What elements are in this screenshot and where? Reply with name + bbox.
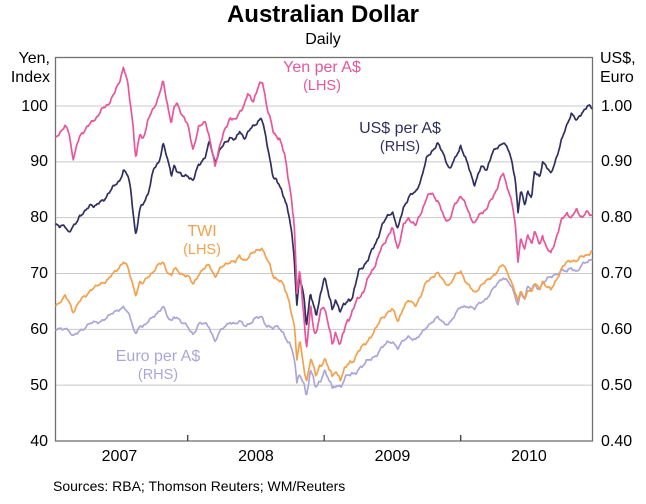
series-label-twi-line2: (LHS) <box>183 242 221 258</box>
series-label-euro-per-aud: Euro per A$ (RHS) <box>83 348 233 384</box>
right-axis-unit-line1: US$, <box>600 50 636 67</box>
series-label-twi: TWI (LHS) <box>147 223 257 259</box>
right-axis-unit-line2: Euro <box>600 69 634 86</box>
y-tick-left-100: 100 <box>21 97 48 115</box>
y-tick-left-50: 50 <box>30 376 48 394</box>
series-label-usd-line2: (RHS) <box>379 139 421 155</box>
series-label-yen-line1: Yen per A$ <box>283 59 361 76</box>
x-year-label-2009: 2009 <box>374 448 411 465</box>
y-tick-left-80: 80 <box>30 209 48 227</box>
left-axis-header: Yen, Index <box>0 49 50 87</box>
series-label-euro-line1: Euro per A$ <box>115 348 201 365</box>
chart-title: Australian Dollar <box>226 1 420 28</box>
source-note: Sources: RBA; Thomson Reuters; WM/Reuter… <box>53 478 346 494</box>
left-axis-unit-line2: Index <box>10 69 50 86</box>
y-tick-right-1.00: 1.00 <box>601 97 633 115</box>
y-tick-right-0.60: 0.60 <box>601 320 633 338</box>
series-line-twi <box>55 247 593 382</box>
chart-subtitle: Daily <box>305 31 341 48</box>
series-label-twi-line1: TWI <box>187 223 217 240</box>
y-tick-left-60: 60 <box>30 320 48 338</box>
right-axis-header: US$, Euro <box>600 49 646 87</box>
series-label-usd-line1: US$ per A$ <box>359 120 441 137</box>
series-label-euro-line2: (RHS) <box>137 367 179 383</box>
y-tick-right-0.70: 0.70 <box>601 265 633 282</box>
series-line-euro <box>55 258 593 396</box>
y-tick-right-0.80: 0.80 <box>601 209 633 227</box>
y-tick-right-0.40: 0.40 <box>601 432 633 450</box>
y-tick-right-0.90: 0.90 <box>601 153 633 171</box>
series-line-usd <box>55 104 593 326</box>
series-label-yen-per-aud: Yen per A$ (LHS) <box>247 59 397 95</box>
y-tick-left-90: 90 <box>30 153 48 171</box>
x-year-label-2007: 2007 <box>101 448 138 465</box>
series-label-usd-per-aud: US$ per A$ (RHS) <box>325 120 475 156</box>
series-line-yen <box>55 66 593 348</box>
y-tick-left-70: 70 <box>30 265 48 282</box>
series-label-yen-line2: (LHS) <box>303 78 341 94</box>
y-tick-left-40: 40 <box>30 432 48 450</box>
x-year-label-2010: 2010 <box>511 448 547 465</box>
x-year-label-2008: 2008 <box>238 448 274 465</box>
y-tick-right-0.50: 0.50 <box>601 376 633 394</box>
left-axis-unit-line1: Yen, <box>18 50 50 67</box>
